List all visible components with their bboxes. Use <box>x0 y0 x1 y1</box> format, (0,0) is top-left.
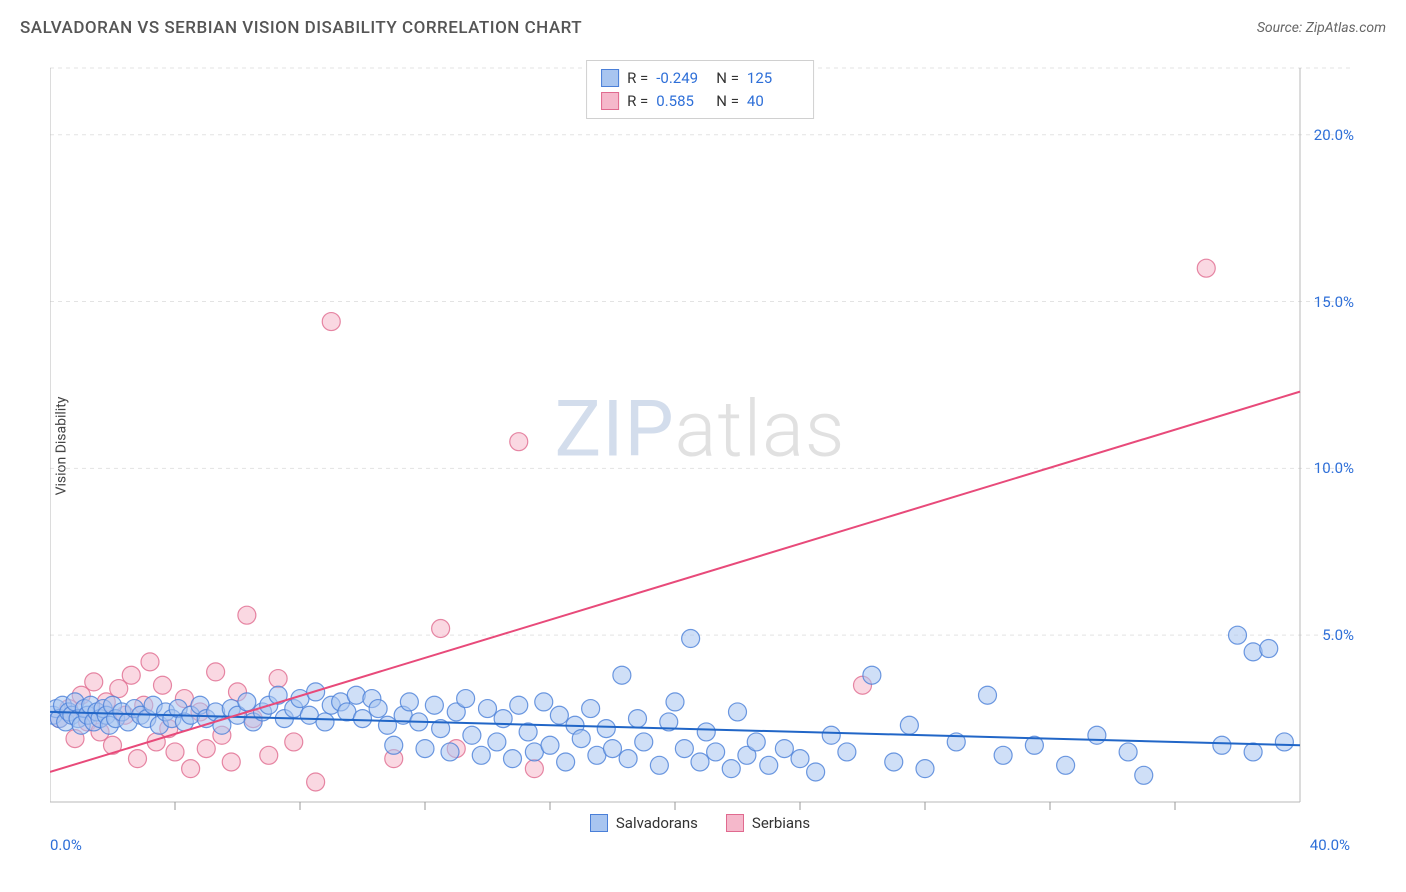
legend-swatch-serbians <box>726 814 744 832</box>
x-axis-min-label: 0.0% <box>50 836 82 854</box>
chart-title: SALVADORAN VS SERBIAN VISION DISABILITY … <box>20 18 582 38</box>
stat-r-serbians: 0.585 <box>656 90 708 113</box>
scatter-chart <box>50 60 1350 830</box>
swatch-serbians <box>601 92 619 110</box>
stat-n-serbians: 40 <box>747 90 799 113</box>
stat-n-salvadorans: 125 <box>747 67 799 90</box>
swatch-salvadorans <box>601 69 619 87</box>
y-tick-label: 10.0% <box>1314 459 1354 477</box>
y-tick-label: 5.0% <box>1322 626 1354 644</box>
legend-swatch-salvadorans <box>590 814 608 832</box>
plot-area: ZIPatlas R = -0.249 N = 125 R = 0.585 N … <box>50 60 1350 830</box>
legend-item-salvadorans: Salvadorans <box>590 814 698 832</box>
legend-item-serbians: Serbians <box>726 814 810 832</box>
source-attribution: Source: ZipAtlas.com <box>1257 20 1386 36</box>
legend-bottom: Salvadorans Serbians <box>50 814 1350 832</box>
stats-row-serbians: R = 0.585 N = 40 <box>601 90 799 113</box>
stats-row-salvadorans: R = -0.249 N = 125 <box>601 67 799 90</box>
x-axis-max-label: 40.0% <box>1310 836 1350 854</box>
y-tick-label: 20.0% <box>1314 126 1354 144</box>
stat-r-salvadorans: -0.249 <box>656 67 708 90</box>
y-tick-label: 15.0% <box>1314 293 1354 311</box>
stats-legend-box: R = -0.249 N = 125 R = 0.585 N = 40 <box>586 60 814 119</box>
